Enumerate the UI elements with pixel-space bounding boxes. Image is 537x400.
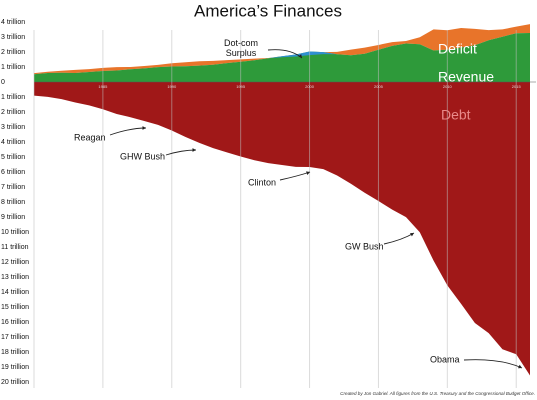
y-tick-label: 18 trillion — [1, 349, 29, 356]
y-tick-label: 9 trillion — [1, 214, 25, 221]
y-tick-label: 11 trillion — [1, 244, 29, 251]
area-deficit — [34, 24, 530, 75]
x-tick-label: 1985 — [98, 84, 108, 89]
y-tick-label: 8 trillion — [1, 199, 25, 206]
x-tick-label: 1990 — [167, 84, 177, 89]
arrow — [279, 171, 311, 181]
y-tick-label: 4 trillion — [1, 19, 25, 26]
annotation-surplus: Dot-com Surplus — [223, 38, 258, 58]
x-tick-label: 1995 — [236, 84, 246, 89]
y-tick-label: 7 trillion — [1, 184, 25, 191]
label-revenue: Revenue — [438, 69, 494, 85]
y-tick-label: 5 trillion — [1, 154, 25, 161]
y-tick-label: 17 trillion — [1, 334, 29, 341]
footnote: Created by Jon Gabriel. All figures from… — [340, 391, 535, 396]
arrow — [165, 149, 197, 156]
y-tick-label: 16 trillion — [1, 319, 29, 326]
annotation: GHW Bush — [120, 151, 165, 161]
arrowhead — [306, 171, 310, 176]
y-tick-label: 19 trillion — [1, 364, 29, 371]
y-tick-label: 15 trillion — [1, 304, 29, 311]
y-tick-label: 4 trillion — [1, 139, 25, 146]
area-debt — [34, 82, 530, 376]
annotation: GW Bush — [345, 241, 384, 251]
y-tick-label: 1 trillion — [1, 94, 25, 101]
arrowhead — [142, 126, 146, 130]
y-tick-label: 3 trillion — [1, 124, 25, 131]
y-tick-label: 2 trillion — [1, 109, 25, 116]
y-tick-label: 20 trillion — [1, 379, 29, 386]
annotation: Reagan — [74, 132, 106, 142]
x-tick-label: 2015 — [512, 84, 522, 89]
y-tick-label: 1 trillion — [1, 64, 25, 71]
x-tick-label: 2005 — [374, 84, 384, 89]
label-debt: Debt — [441, 107, 471, 123]
label-deficit: Deficit — [438, 41, 477, 57]
annotation: Obama — [430, 354, 460, 364]
arrowhead — [410, 233, 414, 237]
annotation: Clinton — [248, 177, 276, 187]
y-tick-label: 6 trillion — [1, 169, 25, 176]
arrow — [383, 232, 415, 245]
arrowhead — [518, 364, 522, 369]
y-tick-label: 3 trillion — [1, 34, 25, 41]
y-tick-label: 13 trillion — [1, 274, 29, 281]
arrowhead — [192, 148, 196, 152]
y-tick-label: 12 trillion — [1, 259, 29, 266]
arrow — [463, 359, 523, 369]
y-tick-label: 10 trillion — [1, 229, 29, 236]
chart-title: America’s Finances — [194, 1, 342, 20]
x-tick-label: 2000 — [305, 84, 315, 89]
area-revenue — [34, 32, 530, 82]
arrow — [109, 127, 147, 136]
y-tick-label: 2 trillion — [1, 49, 25, 56]
arrowhead — [298, 54, 302, 58]
y-tick-label: 14 trillion — [1, 289, 29, 296]
x-tick-label: 2010 — [443, 84, 453, 89]
y-tick-label: 0 — [1, 79, 5, 86]
